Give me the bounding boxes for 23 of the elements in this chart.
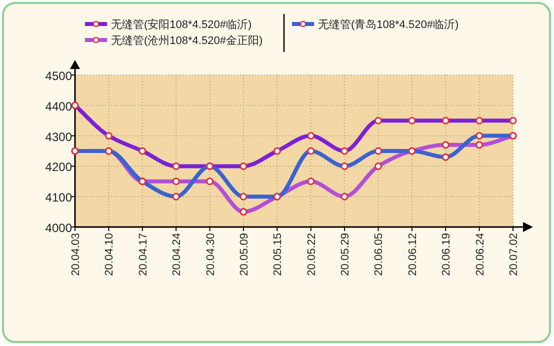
x-tick-label: 20.05.15 <box>272 233 284 276</box>
x-tick-label: 20.04.24 <box>171 233 184 276</box>
x-tick-label: 20.06.05 <box>373 233 386 276</box>
y-tick-label: 4500 <box>45 69 72 83</box>
y-tick-label: 4200 <box>45 160 72 174</box>
x-tick-label: 20.06.24 <box>474 233 486 276</box>
y-tick-label: 4400 <box>45 99 72 114</box>
x-tick-label: 20.04.30 <box>204 233 217 276</box>
y-tick-label: 4000 <box>45 221 72 235</box>
x-tick-label: 20.05.22 <box>306 233 318 276</box>
x-tick-label: 20.04.03 <box>70 233 82 276</box>
y-tick-label: 4100 <box>45 190 72 205</box>
x-tick-label: 20.07.02 <box>508 233 520 276</box>
legend-label: 无缝管(安阳108*4.520#临沂) <box>111 18 252 31</box>
x-tick-label: 20.04.10 <box>104 233 116 276</box>
x-tick-label: 20.04.17 <box>137 233 150 276</box>
x-tick-label: 20.06.12 <box>406 233 419 276</box>
legend-label: 无缝管(沧州108*4.520#金正阳) <box>111 34 263 47</box>
y-tick-label: 4300 <box>45 130 72 144</box>
x-tick-label: 20.05.29 <box>340 233 352 276</box>
x-tick-label: 20.05.09 <box>238 233 250 276</box>
legend-label: 无缝管(青岛108*4.520#临沂) <box>318 18 459 31</box>
x-tick-label: 20.06.19 <box>440 233 453 276</box>
